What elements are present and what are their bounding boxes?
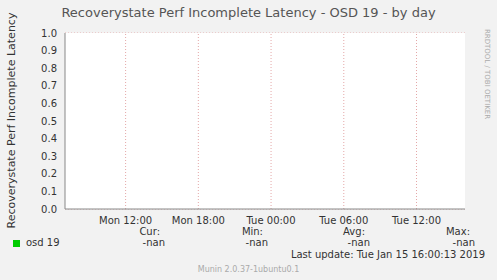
svg-text:0.8: 0.8 [41, 63, 57, 74]
html-text:Recoverystate Perf Incomplete: Recoverystate Perf Incomplete Latency - … [61, 5, 436, 20]
html-text:-nan: -nan [452, 237, 475, 248]
svg-text:Tue 00:00: Tue 00:00 [246, 215, 296, 226]
html-text:Min:: Min: [241, 226, 263, 237]
html-text:Avg:: Avg: [343, 226, 365, 237]
html-text:-nan: -nan [347, 237, 370, 248]
svg-text:0.9: 0.9 [41, 45, 57, 56]
svg-text:0.3: 0.3 [41, 151, 57, 162]
svg-text:Tue 12:00: Tue 12:00 [391, 215, 441, 226]
html-text:-nan: -nan [142, 237, 165, 248]
svg-text:Tue 06:00: Tue 06:00 [318, 215, 368, 226]
html-text:Munin 2.0.37-1ubuntu0.1: Munin 2.0.37-1ubuntu0.1 [197, 265, 300, 274]
svg-text:0.0: 0.0 [41, 204, 57, 215]
html-text:RRDTOOL / TOBI OETIKER: RRDTOOL / TOBI OETIKER [483, 28, 491, 120]
svg-text:1.0: 1.0 [41, 28, 57, 39]
html-text:osd 19: osd 19 [26, 237, 60, 248]
svg-text:Mon 18:00: Mon 18:00 [172, 215, 225, 226]
svg-text:0.6: 0.6 [41, 98, 57, 109]
html-text:-nan: -nan [245, 237, 268, 248]
html-text:Last update: Tue Jan 15 16:00:: Last update: Tue Jan 15 16:00:13 2019 [290, 249, 485, 260]
html-text:Cur:: Cur: [139, 226, 160, 237]
html-text:Max:: Max: [446, 226, 470, 237]
html-text:Recoverystate Perf Incomplete: Recoverystate Perf Incomplete Latency [4, 12, 18, 229]
svg-text:0.2: 0.2 [41, 168, 57, 179]
svg-text:0.4: 0.4 [41, 133, 57, 144]
svg-text:0.7: 0.7 [41, 80, 57, 91]
svg-text:0.5: 0.5 [41, 116, 57, 127]
svg-text:0.1: 0.1 [41, 186, 57, 197]
svg-text:Mon 12:00: Mon 12:00 [99, 215, 152, 226]
